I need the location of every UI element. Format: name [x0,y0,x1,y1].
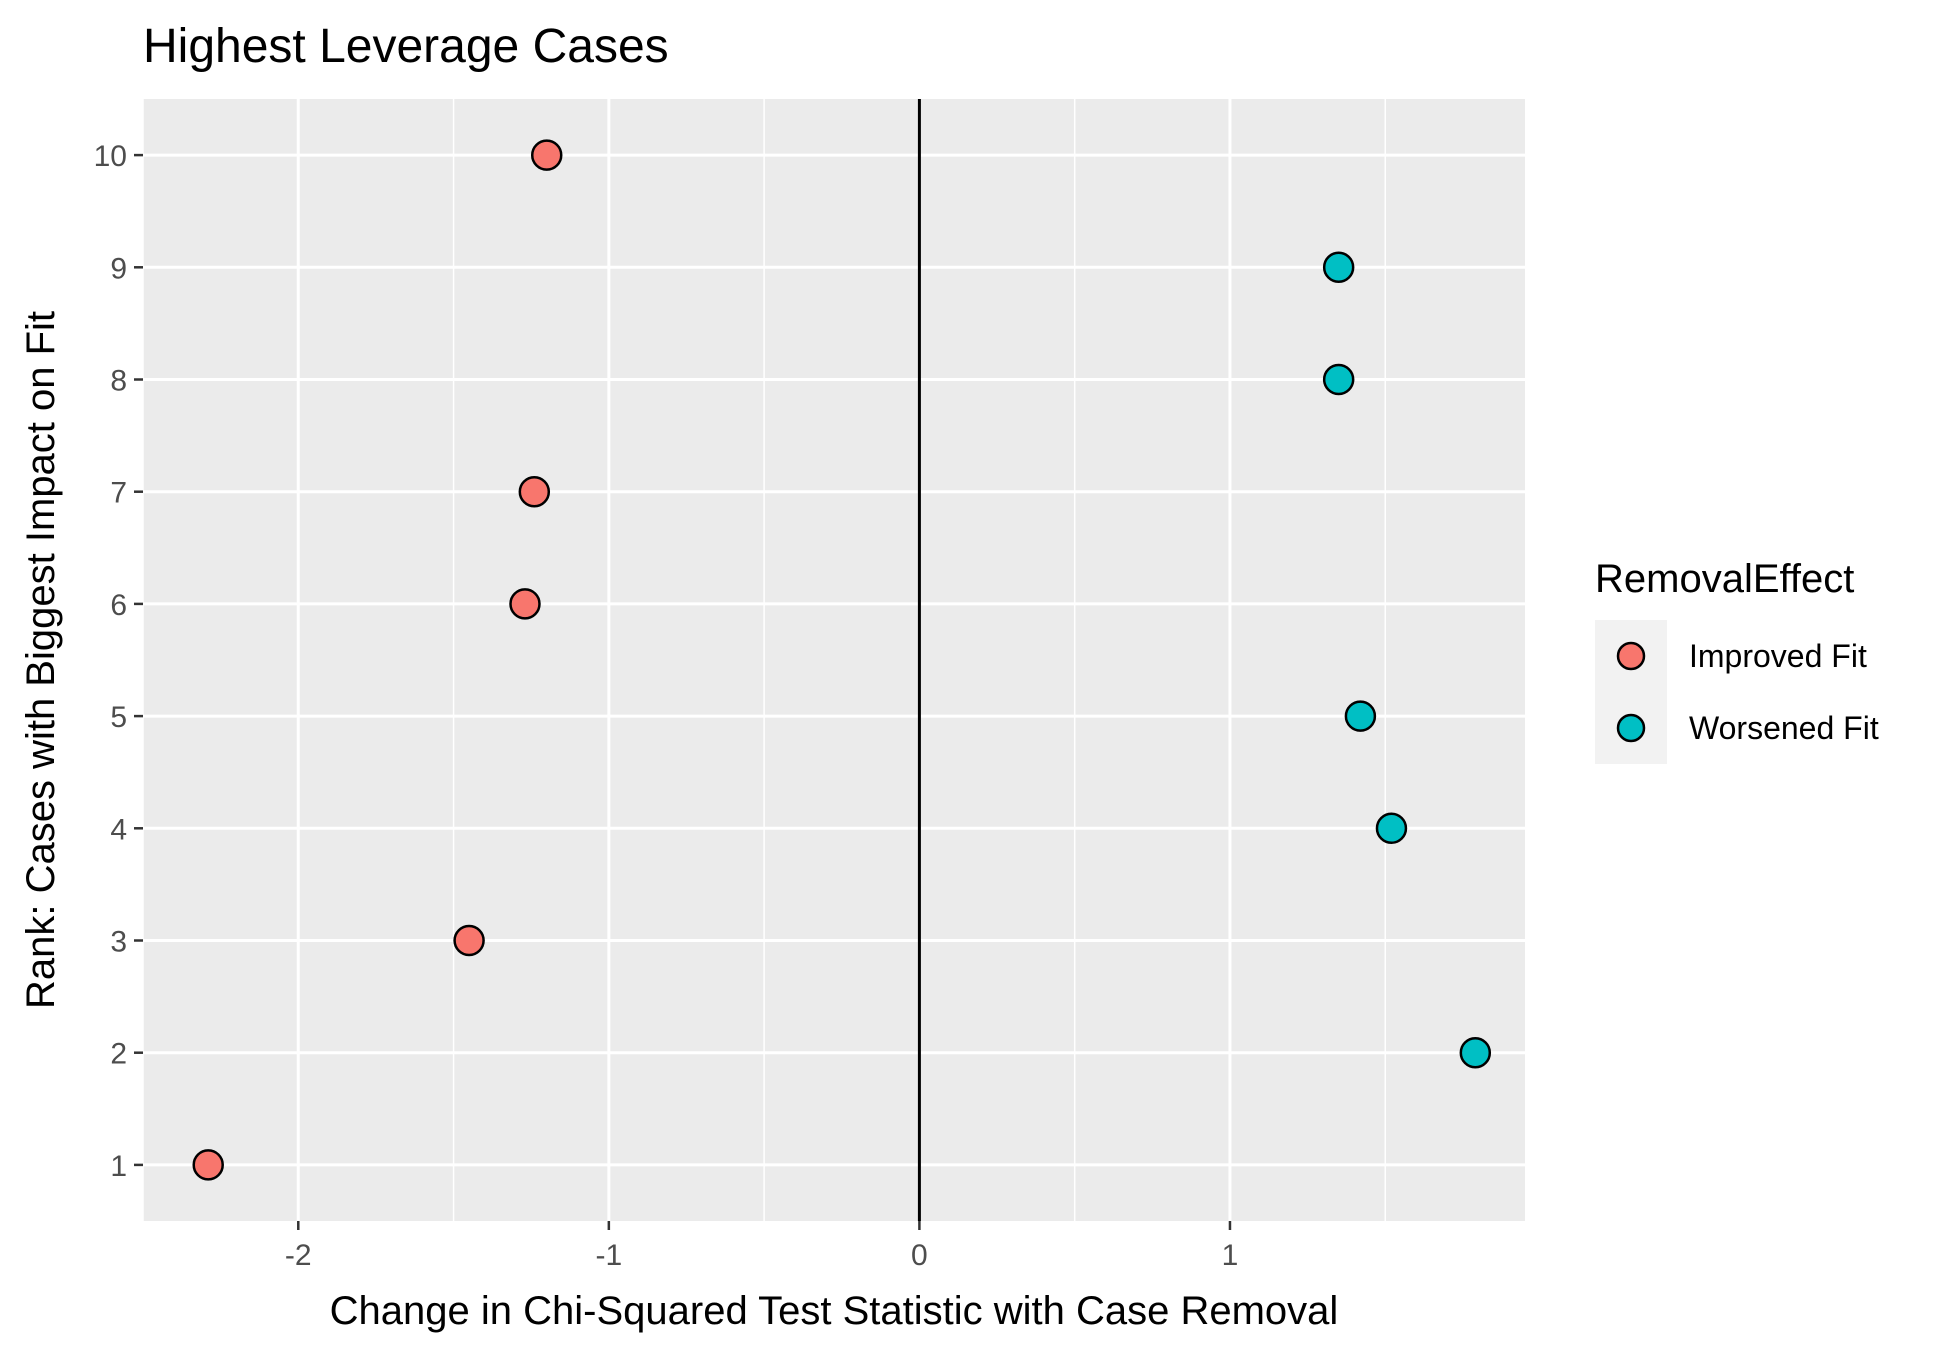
y-tick-label: 4 [110,813,127,846]
point-improved-fit [509,588,541,620]
y-tick-label: 3 [110,926,127,959]
point-worsened-fit [1459,1036,1492,1069]
point-improved-fit [518,475,551,508]
point-worsened-fit [1322,251,1355,284]
x-tick-label: -1 [595,1239,622,1272]
y-tick-label: 5 [110,701,127,734]
point-worsened-fit [1344,700,1377,732]
point-improved-fit [453,924,485,957]
chart-title: Highest Leverage Cases [143,20,669,73]
x-tick-label: 0 [911,1239,928,1272]
point-improved-fit [192,1149,224,1181]
y-tick-label: 10 [94,140,127,173]
y-tick-label: 9 [110,252,127,285]
legend-label-improved-fit: Improved Fit [1689,638,1867,674]
point-worsened-fit [1375,812,1408,845]
legend-key-improved-fit [1616,641,1646,671]
y-tick-label: 1 [110,1150,127,1183]
data-points [192,139,1492,1181]
point-worsened-fit [1322,363,1355,396]
y-tick-label: 7 [110,477,127,510]
y-tick-label: 2 [110,1038,127,1071]
x-axis-title: Change in Chi-Squared Test Statistic wit… [330,1289,1339,1333]
x-axis-ticks: -2 -1 0 1 [285,1221,1238,1272]
x-tick-label: -2 [285,1239,312,1272]
y-tick-label: 8 [110,365,127,398]
grid-minor [142,99,1386,1221]
legend-label-worsened-fit: Worsened Fit [1689,710,1879,746]
y-tick-label: 6 [110,589,127,622]
plot-panel [143,99,1525,1221]
point-improved-fit [530,139,563,171]
legend: RemovalEffect Improved Fit Worsened Fit [1595,557,1879,764]
legend-key-worsened-fit [1616,713,1646,743]
y-axis-ticks: 1 2 3 4 5 6 7 8 9 10 [94,140,143,1183]
legend-title: RemovalEffect [1595,557,1854,601]
x-tick-label: 1 [1222,1239,1239,1272]
legend-key-background [1595,620,1667,764]
y-axis-title: Rank: Cases with Biggest Impact on Fit [19,311,63,1009]
